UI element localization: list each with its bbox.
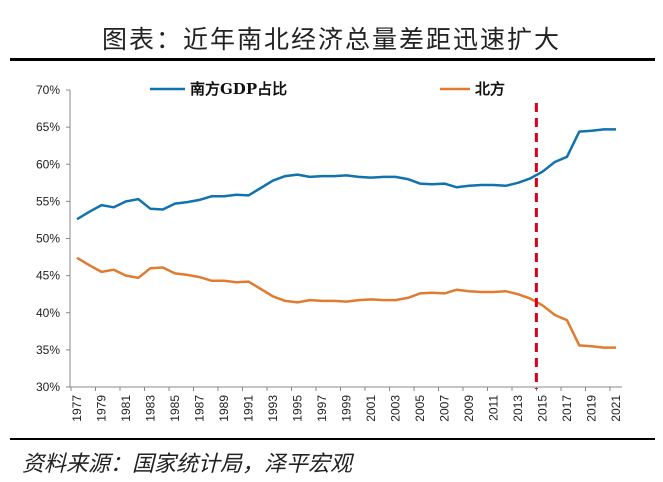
x-tick-label: 1987 [193, 395, 207, 422]
x-tick-label: 1995 [291, 395, 305, 422]
series-line-north [76, 256, 616, 349]
series-line-south [76, 128, 616, 221]
x-tick-label: 2013 [511, 395, 525, 422]
y-tick-label: 55% [36, 194, 60, 208]
y-tick-label: 40% [36, 306, 60, 320]
footer-divider [10, 438, 655, 440]
x-tick-label: 2009 [462, 395, 476, 422]
y-tick-label: 60% [36, 157, 60, 171]
x-tick-label: 2011 [487, 395, 501, 421]
title-divider [10, 58, 655, 61]
x-tick-label: 2017 [560, 395, 574, 422]
y-tick-label: 50% [36, 232, 60, 246]
y-tick-label: 45% [36, 269, 60, 283]
y-tick-label: 70% [36, 83, 60, 97]
x-tick-label: 2005 [413, 395, 427, 422]
x-tick-label: 2003 [389, 395, 403, 422]
y-tick-label: 30% [36, 380, 60, 394]
x-tick-label: 1999 [340, 395, 354, 422]
x-tick-label: 1981 [119, 395, 133, 422]
x-tick-label: 1983 [144, 395, 158, 422]
x-tick-label: 1979 [95, 395, 109, 422]
x-tick-label: 1997 [315, 395, 329, 422]
line-chart: 30% 35% 40% 45% 50% 55% 60% 65% 70% 1977 1979 1981 1… [36, 80, 623, 422]
x-tick-label: 2001 [364, 395, 378, 422]
x-tick-label: 1989 [217, 395, 231, 422]
x-tick-label: 2015 [536, 395, 550, 422]
legend-label-south: 南方GDP占比 [190, 80, 287, 98]
x-tick-label: 2021 [609, 395, 623, 422]
x-tick-label: 1977 [70, 395, 84, 422]
source-note: 资料来源：国家统计局，泽平宏观 [22, 452, 353, 477]
x-tick-label: 2019 [585, 395, 599, 422]
x-tick-label: 1993 [266, 395, 280, 422]
chart-title: 图表：近年南北经济总量差距迅速扩大 [101, 25, 561, 54]
x-tick-label: 1991 [242, 395, 256, 422]
legend-label-north: 北方 [475, 80, 505, 98]
y-tick-label: 35% [36, 343, 60, 357]
x-tick-label: 2007 [438, 395, 452, 422]
y-tick-label: 65% [36, 120, 60, 134]
x-tick-label: 1985 [168, 395, 182, 422]
